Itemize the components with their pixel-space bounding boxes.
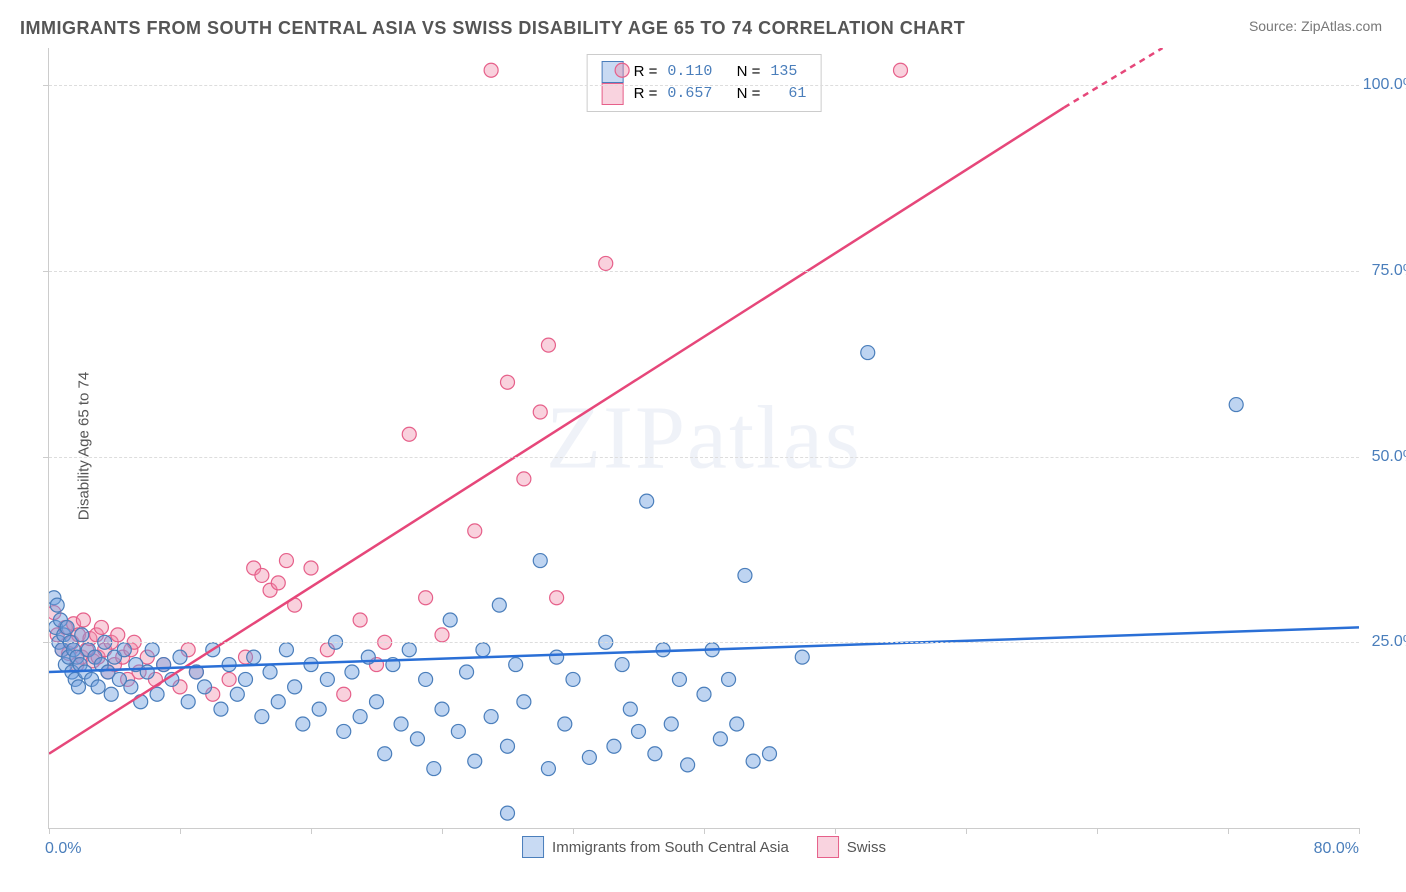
chart-title: IMMIGRANTS FROM SOUTH CENTRAL ASIA VS SW… [20, 18, 965, 39]
bottom-legend: Immigrants from South Central Asia Swiss [522, 836, 886, 858]
ytick-mark [43, 642, 49, 643]
swatch-blue-icon [522, 836, 544, 858]
xtick-mark [442, 828, 443, 834]
ytick-mark [43, 457, 49, 458]
ytick-label: 25.0% [1372, 633, 1406, 651]
xtick-mark [49, 828, 50, 834]
gridline-h [49, 271, 1359, 272]
ytick-label: 50.0% [1372, 448, 1406, 466]
xtick-mark [704, 828, 705, 834]
bottom-legend-blue: Immigrants from South Central Asia [522, 836, 789, 858]
plot-area: ZIPatlas R = 0.110 N = 135 R = 0.657 N =… [48, 48, 1359, 829]
xtick-mark [1228, 828, 1229, 834]
ytick-label: 75.0% [1372, 262, 1406, 280]
bottom-legend-blue-label: Immigrants from South Central Asia [552, 839, 789, 856]
gridline-h [49, 457, 1359, 458]
xtick-mark [966, 828, 967, 834]
bottom-legend-pink: Swiss [817, 836, 886, 858]
source-attribution: Source: ZipAtlas.com [1249, 18, 1382, 34]
gridline-h [49, 642, 1359, 643]
ytick-mark [43, 85, 49, 86]
scatter-svg [49, 48, 1359, 828]
xtick-mark [1359, 828, 1360, 834]
xtick-right: 80.0% [1314, 840, 1359, 858]
xtick-mark [835, 828, 836, 834]
gridline-h [49, 85, 1359, 86]
ytick-mark [43, 271, 49, 272]
xtick-mark [573, 828, 574, 834]
swatch-pink-icon [817, 836, 839, 858]
source-label: Source: [1249, 18, 1297, 34]
bottom-legend-pink-label: Swiss [847, 839, 886, 856]
xtick-mark [311, 828, 312, 834]
xtick-mark [180, 828, 181, 834]
source-value: ZipAtlas.com [1301, 18, 1382, 34]
ytick-label: 100.0% [1363, 76, 1406, 94]
xtick-mark [1097, 828, 1098, 834]
xtick-left: 0.0% [45, 840, 81, 858]
